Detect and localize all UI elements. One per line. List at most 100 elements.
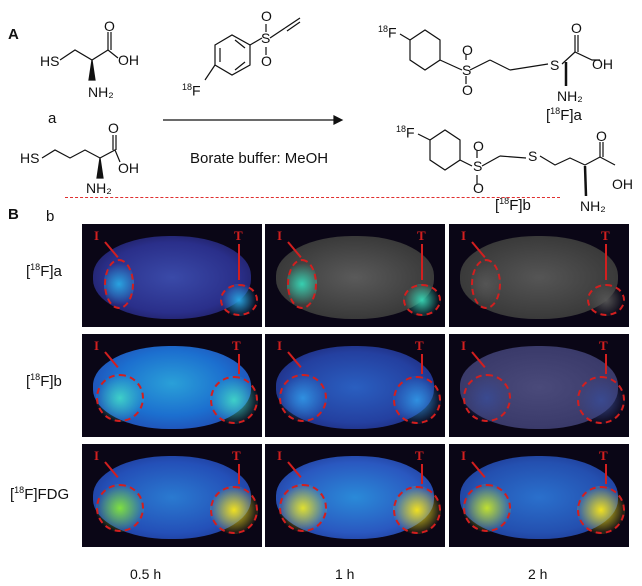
inflammation-roi xyxy=(96,484,144,532)
product-a-nh2: NH₂ xyxy=(557,88,583,104)
tumor-arrow-icon xyxy=(421,354,423,374)
reagent-o2: O xyxy=(261,53,272,69)
panel-b-label: B xyxy=(8,206,19,223)
reactant-b-name: b xyxy=(46,208,55,225)
reagent-isotope: 18 xyxy=(182,82,193,92)
reactant-a-hs: HS xyxy=(40,53,60,69)
inflammation-marker: I xyxy=(461,448,467,463)
product-a-o: O xyxy=(571,20,582,36)
tumor-roi xyxy=(587,284,625,316)
reagent-f: F xyxy=(192,82,201,99)
row-label-fdg: [18F]FDG xyxy=(10,485,70,503)
reactant-b-nh2: NH₂ xyxy=(86,180,112,196)
section-divider xyxy=(65,197,560,198)
column-label-0-5h: 0.5 h xyxy=(130,566,162,582)
inflammation-marker: I xyxy=(461,338,467,353)
product-b-name-pre: [ xyxy=(495,197,500,214)
product-b-nh2: NH₂ xyxy=(580,198,606,214)
inflammation-roi xyxy=(471,259,501,309)
inflammation-marker: I xyxy=(277,448,283,463)
product-a-isotope: 18 xyxy=(378,24,389,34)
inflammation-roi xyxy=(287,259,317,309)
tumor-marker: T xyxy=(417,228,426,243)
tumor-arrow-icon xyxy=(421,464,423,484)
tumor-roi xyxy=(220,284,258,316)
product-a-name: F]a xyxy=(560,107,582,124)
reactant-b-oh: OH xyxy=(118,160,139,176)
tumor-marker: T xyxy=(415,338,424,353)
tumor-marker: T xyxy=(234,228,243,243)
tumor-arrow-icon xyxy=(421,244,423,280)
reactant-a-name: a xyxy=(48,110,57,127)
inflammation-marker: I xyxy=(277,338,283,353)
tumor-roi xyxy=(577,486,625,534)
reactant-b-hs: HS xyxy=(20,150,40,166)
inflammation-marker: I xyxy=(94,338,100,353)
column-label-2h: 2 h xyxy=(528,566,548,582)
tumor-arrow-icon xyxy=(605,354,607,374)
product-b-s2: S xyxy=(528,148,538,164)
reaction-conditions: Borate buffer: MeOH xyxy=(190,150,329,167)
tumor-roi xyxy=(210,486,258,534)
product-b-oh: OH xyxy=(612,176,633,192)
inflammation-marker: I xyxy=(277,228,283,243)
tumor-marker: T xyxy=(601,228,610,243)
tumor-roi xyxy=(403,284,441,316)
tumor-marker: T xyxy=(232,448,241,463)
tumor-arrow-icon xyxy=(605,464,607,484)
reaction-scheme-bonds xyxy=(41,17,616,197)
tumor-arrow-icon xyxy=(238,244,240,280)
panel-a-label: A xyxy=(8,26,19,43)
product-a-name-pre: [ xyxy=(546,107,551,124)
inflammation-roi xyxy=(279,484,327,532)
product-b-s1: S xyxy=(473,158,483,174)
tumor-arrow-icon xyxy=(238,464,240,484)
row-label-a: [18F]a xyxy=(26,262,62,280)
product-a-o2: O xyxy=(462,82,473,98)
inflammation-roi xyxy=(96,374,144,422)
product-b-o: O xyxy=(596,128,607,144)
tumor-roi xyxy=(393,486,441,534)
inflammation-marker: I xyxy=(461,228,467,243)
tumor-arrow-icon xyxy=(605,244,607,280)
tumor-arrow-icon xyxy=(238,354,240,374)
inflammation-roi xyxy=(463,374,511,422)
product-a-s2: S xyxy=(550,57,560,73)
product-b-isotope: 18 xyxy=(396,124,407,134)
product-b-name: F]b xyxy=(509,197,531,214)
inflammation-roi xyxy=(279,374,327,422)
product-a-s1: S xyxy=(462,62,472,78)
row-label-b: [18F]b xyxy=(26,372,62,390)
inflammation-roi xyxy=(104,259,134,309)
inflammation-marker: I xyxy=(94,448,100,463)
tumor-roi xyxy=(393,376,441,424)
reactant-a-nh2: NH₂ xyxy=(88,84,114,100)
inflammation-marker: I xyxy=(94,228,100,243)
reactant-a-o: O xyxy=(104,18,115,34)
column-label-1h: 1 h xyxy=(335,566,355,582)
tumor-roi xyxy=(210,376,258,424)
product-a-name-isotope: 18 xyxy=(550,106,561,116)
product-b-o1: O xyxy=(473,138,484,154)
tumor-marker: T xyxy=(599,338,608,353)
product-a-o1: O xyxy=(462,42,473,58)
inflammation-roi xyxy=(463,484,511,532)
tumor-roi xyxy=(577,376,625,424)
product-b-f: F xyxy=(406,124,415,141)
product-a-oh: OH xyxy=(592,56,613,72)
product-b-o2: O xyxy=(473,180,484,196)
reactant-b-o: O xyxy=(108,120,119,136)
reactant-a-oh: OH xyxy=(118,52,139,68)
tumor-marker: T xyxy=(232,338,241,353)
product-b-name-isotope: 18 xyxy=(499,196,510,206)
